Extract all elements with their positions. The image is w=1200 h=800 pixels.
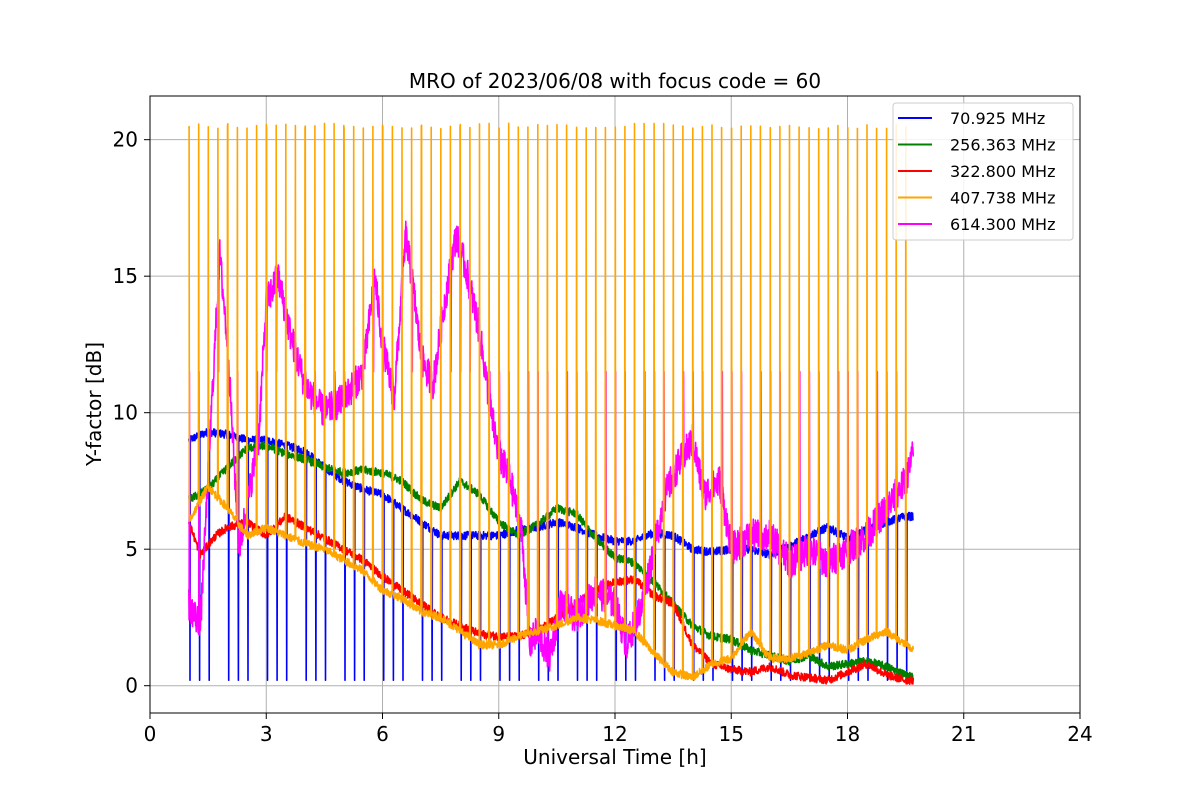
x-tick-label: 18 bbox=[835, 722, 860, 746]
legend-label: 614.300 MHz bbox=[950, 215, 1055, 234]
x-tick-label: 24 bbox=[1067, 722, 1092, 746]
y-axis-ticks: 0 5 10 15 20 bbox=[113, 128, 150, 698]
series-layer bbox=[188, 122, 914, 685]
legend-label: 70.925 MHz bbox=[950, 109, 1045, 128]
x-axis-ticks: 0 3 6 9 12 15 18 21 24 bbox=[144, 713, 1093, 746]
x-tick-label: 3 bbox=[260, 722, 273, 746]
series-line-1 bbox=[188, 428, 914, 681]
x-axis-label: Universal Time [h] bbox=[523, 745, 706, 769]
y-tick-label: 0 bbox=[125, 674, 138, 698]
x-tick-label: 15 bbox=[719, 722, 744, 746]
legend-label: 256.363 MHz bbox=[950, 136, 1055, 155]
x-tick-label: 0 bbox=[144, 722, 157, 746]
legend-label: 407.738 MHz bbox=[950, 189, 1055, 208]
y-tick-label: 20 bbox=[113, 128, 138, 152]
series-line-3 bbox=[188, 512, 914, 685]
series-line-4 bbox=[188, 122, 914, 681]
y-tick-label: 5 bbox=[125, 537, 138, 561]
x-tick-label: 21 bbox=[951, 722, 976, 746]
legend-label: 322.800 MHz bbox=[950, 162, 1055, 181]
y-tick-label: 15 bbox=[113, 264, 138, 288]
chart-title: MRO of 2023/06/08 with focus code = 60 bbox=[409, 69, 821, 93]
y-tick-label: 10 bbox=[113, 401, 138, 425]
legend-box bbox=[892, 102, 1074, 241]
series-line-5 bbox=[188, 220, 914, 672]
y-axis-label: Y-factor [dB] bbox=[82, 342, 106, 467]
x-tick-label: 9 bbox=[492, 722, 505, 746]
legend: 70.925 MHz 256.363 MHz 322.800 MHz 407.738 … bbox=[892, 102, 1074, 241]
x-tick-label: 6 bbox=[376, 722, 389, 746]
x-tick-label: 12 bbox=[602, 722, 627, 746]
